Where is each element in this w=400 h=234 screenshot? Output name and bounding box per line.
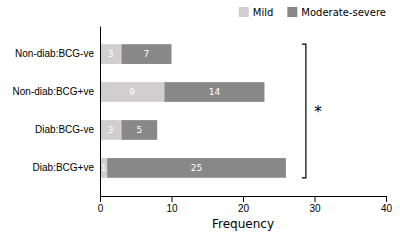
- y-tick-label: Non-diab:BCG+ve: [13, 86, 95, 97]
- x-axis: 0 10 20 30 40: [98, 196, 393, 214]
- legend-label: Moderate-severe: [301, 7, 386, 18]
- x-tick-label: 0: [98, 203, 104, 214]
- x-tick-label: 20: [238, 203, 250, 214]
- y-tick-label: Diab:BCG-ve: [35, 124, 94, 135]
- x-tick-mark: [172, 196, 173, 202]
- legend-swatch: [239, 7, 249, 17]
- bar: [121, 44, 171, 64]
- legend-item: Moderate-severe: [287, 7, 386, 18]
- x-tick-label: 30: [309, 203, 321, 214]
- x-tick-mark: [243, 196, 244, 202]
- y-tick: Diab:BCG+ve: [33, 162, 100, 173]
- data-label: 9: [129, 87, 135, 97]
- bar: [121, 120, 157, 140]
- y-tick: Non-diab:BCG+ve: [13, 86, 100, 97]
- plot: 0 10 20 30 40 Diab:BCG+ve Diab:BCG-ve Non-diab:…: [13, 27, 393, 215]
- y-tick-label: Non-diab:BCG-ve: [15, 48, 94, 59]
- x-tick: 10: [166, 196, 178, 214]
- x-tick-label: 10: [166, 203, 178, 214]
- data-label: 5: [136, 125, 142, 135]
- x-tick-label: 40: [381, 203, 393, 214]
- legend: Mild Moderate-severe: [239, 7, 386, 18]
- bars: [100, 44, 286, 178]
- data-label: 1: [101, 163, 107, 173]
- y-tick-label: Diab:BCG+ve: [33, 162, 95, 173]
- chart: 0 10 20 30 40 Diab:BCG+ve Diab:BCG-ve Non-diab:…: [0, 0, 400, 234]
- bar: [100, 44, 121, 64]
- bracket-line: [302, 44, 306, 178]
- data-label: 14: [209, 87, 221, 97]
- data-label: 3: [108, 125, 114, 135]
- y-tick: Diab:BCG-ve: [35, 124, 100, 135]
- x-axis-line: [101, 197, 387, 203]
- y-tick: Non-diab:BCG-ve: [15, 48, 100, 59]
- significance-bracket: *: [302, 44, 322, 178]
- x-tick: 40: [381, 196, 393, 214]
- data-label: 3: [108, 49, 114, 59]
- bar: [100, 120, 121, 140]
- bar: [107, 158, 286, 178]
- legend-label: Mild: [253, 7, 274, 18]
- annotation: *: [314, 102, 322, 121]
- x-tick-mark: [315, 196, 316, 202]
- data-label: 7: [144, 49, 150, 59]
- x-tick: 0: [98, 196, 104, 214]
- x-tick: 30: [309, 196, 321, 214]
- legend-swatch: [287, 7, 297, 17]
- legend-item: Mild: [239, 7, 274, 18]
- x-tick-mark: [386, 196, 387, 202]
- y-axis: Diab:BCG+ve Diab:BCG-ve Non-diab:BCG+ve Non…: [13, 27, 101, 197]
- x-tick: 20: [238, 196, 250, 214]
- bar: [164, 82, 264, 102]
- bar: [100, 158, 107, 178]
- data-label: 25: [191, 163, 202, 173]
- data-labels: 1 3 9 3 25 5 14 7: [101, 49, 221, 173]
- x-tick-mark: [100, 196, 101, 202]
- bar: [100, 82, 164, 102]
- x-axis-title: Frequency: [212, 217, 274, 231]
